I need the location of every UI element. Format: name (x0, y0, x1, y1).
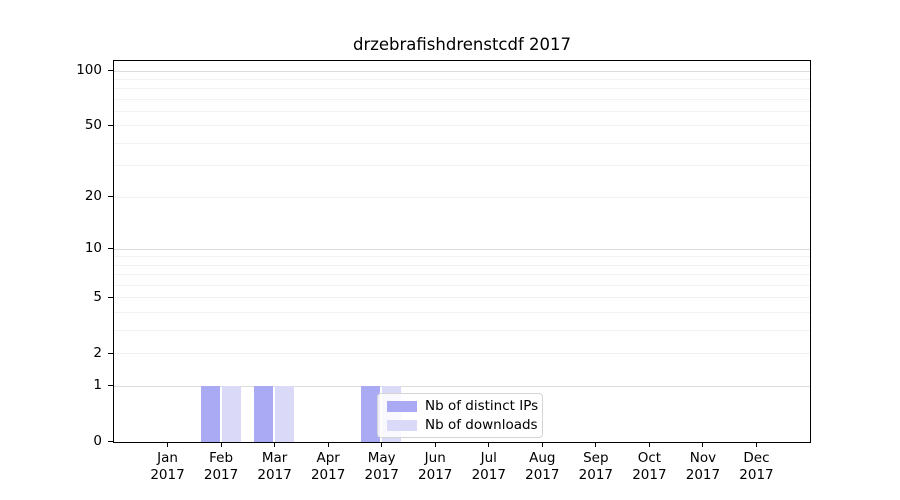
x-axis-tick-sep (595, 443, 597, 447)
x-axis-label-month: Oct (637, 450, 662, 466)
x-axis-label-mar: Mar 2017 (243, 450, 307, 484)
y-gridline-major-1 (114, 385, 810, 387)
y-axis-label-2: 2 (93, 344, 102, 361)
y-gridline-minor-6 (114, 285, 810, 287)
x-axis-label-jan: Jan 2017 (136, 450, 200, 484)
y-axis-tick-10 (108, 248, 113, 250)
y-gridline-minor-2 (114, 353, 810, 355)
x-axis-tick-jan (167, 443, 169, 447)
y-gridline-minor-60 (114, 111, 810, 113)
y-axis-tick-2 (108, 352, 113, 354)
bar-distinct-ips-may (361, 386, 381, 442)
x-axis-label-year: 2017 (578, 467, 614, 483)
y-axis-label-5: 5 (93, 288, 102, 305)
x-axis-tick-nov (702, 443, 704, 447)
legend: Nb of distinct IPs Nb of downloads (377, 393, 543, 438)
y-axis-label-10: 10 (84, 240, 102, 257)
x-axis-label-year: 2017 (685, 467, 721, 483)
x-axis-tick-apr (327, 443, 329, 447)
y-gridline-minor-50 (114, 125, 810, 127)
y-axis-label-50: 50 (84, 116, 102, 133)
x-axis-label-month: Sep (583, 450, 609, 466)
y-axis-label-20: 20 (84, 188, 102, 205)
bar-downloads-feb (221, 386, 241, 442)
x-axis-tick-dec (755, 443, 757, 447)
y-axis-tick-5 (108, 296, 113, 298)
plot-area (113, 60, 811, 443)
x-axis-label-month: Feb (209, 450, 234, 466)
x-axis-label-year: 2017 (150, 467, 185, 483)
bar-distinct-ips-feb (200, 386, 220, 442)
x-axis-label-year: 2017 (632, 467, 667, 483)
y-axis-label-0: 0 (93, 433, 102, 449)
x-axis-label-nov: Nov 2017 (671, 450, 735, 484)
bar-distinct-ips-mar (254, 386, 274, 442)
y-gridline-minor-3 (114, 330, 810, 332)
y-axis-tick-0 (108, 441, 113, 442)
legend-label-distinct-ips: Nb of distinct IPs (425, 398, 539, 414)
legend-swatch-distinct-ips (387, 400, 417, 412)
x-axis-label-month: Mar (261, 450, 288, 466)
legend-item-distinct-ips: Nb of distinct IPs (387, 398, 538, 414)
legend-label-downloads: Nb of downloads (425, 417, 538, 433)
y-gridline-minor-30 (114, 165, 810, 167)
x-axis-label-month: Jun (424, 450, 446, 466)
x-axis-label-aug: Aug 2017 (510, 450, 574, 484)
y-gridline-minor-70 (114, 98, 810, 100)
y-gridline-minor-9 (114, 256, 810, 258)
x-axis-label-year: 2017 (364, 467, 399, 483)
y-gridline-minor-20 (114, 196, 810, 198)
x-axis-label-year: 2017 (525, 467, 560, 483)
x-axis-tick-jul (488, 443, 490, 447)
x-axis-label-jun: Jun 2017 (403, 450, 467, 484)
chart-title: drzebrafishdrenstcdf 2017 (352, 35, 572, 54)
x-axis-label-month: Jan (157, 450, 178, 466)
x-axis-label-year: 2017 (310, 467, 346, 483)
y-axis-label-1: 1 (93, 377, 102, 394)
y-gridline-minor-4 (114, 312, 810, 314)
x-axis-label-month: Dec (743, 450, 770, 466)
x-axis-label-month: Jul (480, 450, 497, 466)
bar-downloads-mar (275, 386, 295, 442)
x-axis-label-year: 2017 (471, 467, 506, 483)
x-axis-label-jul: Jul 2017 (457, 450, 521, 484)
x-axis-tick-feb (220, 443, 222, 447)
x-axis-label-month: Nov (689, 450, 717, 466)
x-axis-label-feb: Feb 2017 (189, 450, 253, 484)
x-axis-label-sep: Sep 2017 (564, 450, 628, 484)
legend-item-downloads: Nb of downloads (387, 417, 538, 433)
y-axis-tick-50 (108, 124, 113, 126)
x-axis-tick-oct (648, 443, 650, 447)
y-gridline-major-10 (114, 248, 810, 250)
x-axis-label-apr: Apr 2017 (296, 450, 360, 484)
x-axis-label-year: 2017 (257, 467, 292, 483)
x-axis-tick-jun (434, 443, 436, 447)
x-axis-label-dec: Dec 2017 (724, 450, 788, 484)
y-gridline-minor-90 (114, 78, 810, 80)
x-axis-tick-may (381, 443, 383, 447)
x-axis-tick-aug (541, 443, 543, 447)
x-axis-label-year: 2017 (203, 467, 239, 483)
y-axis-tick-20 (108, 196, 113, 198)
y-axis-label-100: 100 (76, 62, 102, 78)
y-axis-tick-100 (108, 70, 113, 71)
x-axis-label-oct: Oct 2017 (617, 450, 681, 484)
y-gridline-minor-40 (114, 142, 810, 144)
x-axis-label-year: 2017 (739, 467, 774, 483)
y-gridline-minor-7 (114, 274, 810, 276)
y-gridline-major-100 (114, 70, 810, 72)
y-axis-tick-1 (108, 385, 113, 387)
x-axis-label-month: Aug (529, 450, 556, 466)
y-gridline-minor-5 (114, 297, 810, 299)
y-gridline-minor-80 (114, 88, 810, 90)
x-axis-tick-mar (274, 443, 276, 447)
x-axis-label-month: Apr (316, 450, 340, 466)
x-axis-label-month: May (367, 450, 396, 466)
x-axis-label-may: May 2017 (350, 450, 414, 484)
y-gridline-minor-8 (114, 264, 810, 266)
x-axis-label-year: 2017 (418, 467, 453, 483)
legend-swatch-downloads (387, 419, 417, 431)
